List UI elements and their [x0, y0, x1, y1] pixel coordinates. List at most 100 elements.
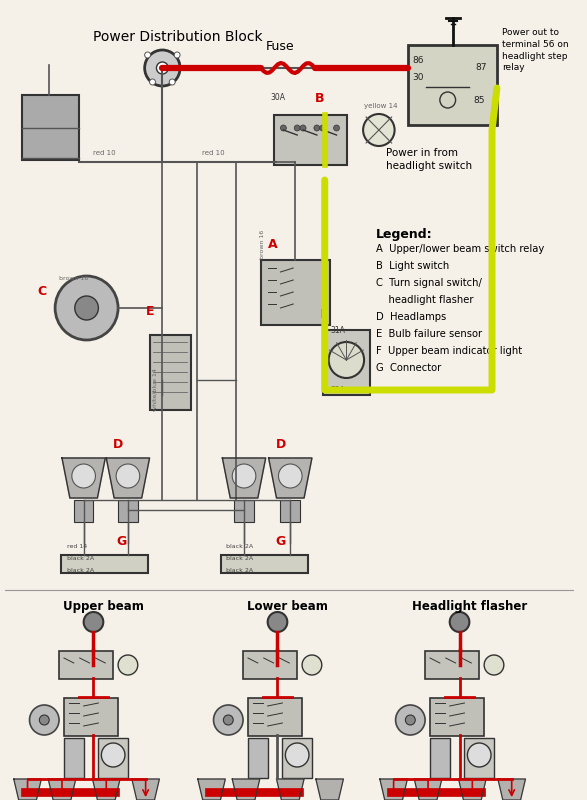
Circle shape [118, 655, 138, 675]
Circle shape [294, 125, 300, 131]
Circle shape [314, 125, 320, 131]
Circle shape [285, 743, 309, 767]
Polygon shape [14, 779, 41, 800]
Text: G  Connector: G Connector [376, 363, 441, 373]
Polygon shape [132, 779, 160, 800]
Text: 30A: 30A [271, 93, 286, 102]
Text: 30: 30 [412, 73, 424, 82]
Text: A  Upper/lower beam switch relay: A Upper/lower beam switch relay [376, 244, 544, 254]
Polygon shape [380, 779, 407, 800]
Text: Power Distribution Block: Power Distribution Block [93, 30, 263, 44]
Bar [59, 651, 113, 679]
Text: brown 16: brown 16 [260, 230, 265, 259]
Text: G: G [116, 535, 126, 548]
Text: Fuse: Fuse [266, 40, 295, 53]
Circle shape [29, 705, 59, 735]
Bar [323, 330, 370, 395]
Bar [409, 45, 497, 125]
Text: B  Light switch: B Light switch [376, 261, 449, 271]
Circle shape [484, 655, 504, 675]
Text: F: F [320, 308, 328, 321]
Text: black 2A: black 2A [67, 556, 94, 561]
Polygon shape [48, 779, 76, 800]
Circle shape [214, 705, 243, 735]
Text: B: B [315, 92, 325, 105]
Text: red 10: red 10 [202, 150, 224, 156]
Bar [21, 788, 119, 796]
Text: Power out to
terminal 56 on
headlight step
relay: Power out to terminal 56 on headlight st… [502, 28, 568, 72]
Bar [234, 500, 254, 522]
Circle shape [302, 655, 322, 675]
Polygon shape [198, 779, 225, 800]
Bar [464, 738, 494, 778]
Text: D  Headlamps: D Headlamps [376, 312, 446, 322]
Text: F  Upper beam indicator light: F Upper beam indicator light [376, 346, 522, 356]
Bar [64, 698, 118, 736]
Circle shape [396, 705, 425, 735]
Circle shape [75, 296, 99, 320]
Text: 86: 86 [412, 56, 424, 65]
Text: Upper beam: Upper beam [63, 600, 144, 613]
Circle shape [55, 276, 118, 340]
Bar [150, 335, 191, 410]
Bar [274, 115, 348, 165]
Polygon shape [106, 458, 150, 498]
Bar [281, 500, 300, 522]
Text: 32A: 32A [330, 386, 346, 395]
Text: Power in from
headlight switch: Power in from headlight switch [386, 148, 472, 171]
Bar [248, 698, 302, 736]
Circle shape [144, 52, 150, 58]
Bar [64, 738, 83, 778]
Circle shape [39, 715, 49, 725]
Text: Headlight flasher: Headlight flasher [411, 600, 527, 613]
Polygon shape [316, 779, 343, 800]
Polygon shape [458, 779, 486, 800]
Text: Lower beam: Lower beam [247, 600, 328, 613]
Text: black 2A: black 2A [227, 568, 254, 573]
Circle shape [281, 125, 286, 131]
Bar [430, 738, 450, 778]
Bar [61, 555, 147, 573]
Circle shape [278, 464, 302, 488]
Polygon shape [232, 779, 260, 800]
Circle shape [406, 715, 415, 725]
Circle shape [268, 612, 287, 632]
Text: D: D [275, 438, 286, 451]
Bar [221, 555, 308, 573]
Text: black 2A: black 2A [227, 544, 254, 549]
Bar [243, 651, 297, 679]
Bar [22, 95, 79, 160]
Text: 85: 85 [473, 96, 485, 105]
Text: red 14: red 14 [67, 544, 87, 549]
Polygon shape [222, 458, 266, 498]
Text: A: A [268, 238, 277, 251]
Circle shape [169, 79, 175, 85]
Polygon shape [62, 458, 105, 498]
Circle shape [467, 743, 491, 767]
Circle shape [174, 52, 180, 58]
Text: D: D [113, 438, 123, 451]
Polygon shape [498, 779, 525, 800]
Text: E  Bulb failure sensor: E Bulb failure sensor [376, 329, 482, 339]
Circle shape [300, 125, 306, 131]
Circle shape [329, 342, 364, 378]
Bar [205, 788, 303, 796]
Text: black 2A: black 2A [227, 556, 254, 561]
Circle shape [320, 125, 326, 131]
Text: C: C [38, 285, 46, 298]
Text: yellow 14: yellow 14 [364, 103, 397, 109]
Bar [99, 738, 128, 778]
Circle shape [116, 464, 140, 488]
Bar [282, 738, 312, 778]
Polygon shape [276, 779, 304, 800]
Text: red 10: red 10 [93, 150, 116, 156]
Text: Legend:: Legend: [376, 228, 433, 241]
Circle shape [150, 79, 156, 85]
Circle shape [363, 114, 394, 146]
Text: C  Turn signal switch/: C Turn signal switch/ [376, 278, 482, 288]
Circle shape [224, 715, 233, 725]
Text: white/blue 14: white/blue 14 [153, 368, 157, 411]
Text: headlight flasher: headlight flasher [376, 295, 473, 305]
Bar [425, 651, 479, 679]
Circle shape [157, 62, 168, 74]
